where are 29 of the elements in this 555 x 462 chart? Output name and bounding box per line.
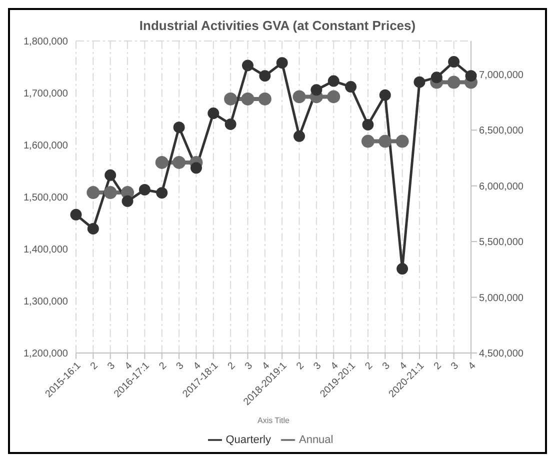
y-tick-label: 1,700,000 xyxy=(24,88,68,100)
y2-tick-label: 5,000,000 xyxy=(479,292,524,304)
legend-label: Quarterly xyxy=(226,434,271,446)
x-tick-label: 3 xyxy=(106,360,118,372)
chart-title: Industrial Activities GVA (at Constant Prices) xyxy=(138,17,417,33)
y2-tick-label: 7,000,000 xyxy=(479,70,524,81)
y-tick-label: 1,800,000 xyxy=(24,36,68,48)
x-axis-title: Axis Title xyxy=(257,416,290,425)
y-tick-label: 1,300,000 xyxy=(24,296,68,308)
y-tick-label: 1,600,000 xyxy=(24,140,68,152)
x-tick-label: 3 xyxy=(380,360,393,372)
x-tick-label: 2 xyxy=(226,360,238,372)
x-tick-label: 2 xyxy=(432,360,444,372)
y2-tick-label: 4,500,000 xyxy=(479,348,524,360)
x-tick-label: 2 xyxy=(88,360,101,372)
y2-tick-label: 5,500,000 xyxy=(479,237,524,248)
x-tick-label: 3 xyxy=(312,360,324,372)
x-tick-label: 4 xyxy=(466,360,478,372)
x-tick-label: 2 xyxy=(294,360,307,372)
y-tick-label: 1,200,000 xyxy=(24,348,68,360)
y2-tick-label: 6,500,000 xyxy=(479,126,524,137)
y-tick-label: 1,400,000 xyxy=(24,244,68,256)
x-tick-label: 2 xyxy=(157,360,170,372)
x-tick-label: 3 xyxy=(449,360,462,372)
y-tick-label: 1,500,000 xyxy=(24,192,68,204)
legend-label: Annual xyxy=(298,434,334,446)
x-tick-label: 3 xyxy=(174,360,186,372)
y2-tick-label: 6,000,000 xyxy=(479,181,524,192)
x-tick-label: 2 xyxy=(363,360,376,372)
